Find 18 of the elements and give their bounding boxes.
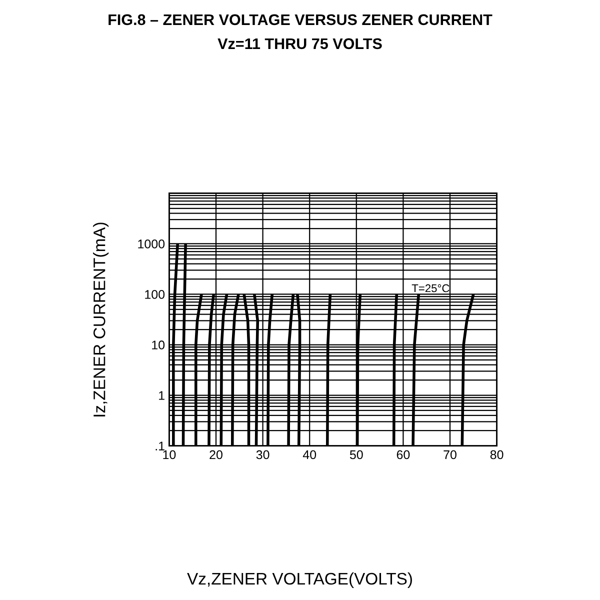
x-tick-label: 70	[444, 450, 456, 460]
y-tick-label: 1	[159, 391, 164, 400]
x-tick-label: 10	[163, 450, 176, 460]
x-tick-label: 20	[210, 450, 222, 460]
chart-subtitle: Vz=11 THRU 75 VOLTS	[218, 38, 382, 50]
y-tick-label: 10	[152, 340, 165, 350]
x-tick-label: 50	[350, 450, 363, 460]
y-tick-label: 100	[145, 290, 165, 299]
y-tick-label: .1	[156, 442, 164, 450]
y-tick-label: 1000	[138, 240, 165, 248]
x-tick-label: 30	[256, 450, 270, 460]
x-tick-label: 60	[396, 450, 410, 460]
annotation: T=25°C	[412, 284, 450, 292]
y-axis-title: Iz,ZENER CURRENT(mA)	[93, 222, 109, 416]
x-tick-label: 40	[302, 450, 316, 460]
text: Vz,ZENER VOLTAGE(VOLTS)	[187, 572, 412, 588]
x-tick-label: 80	[490, 450, 504, 460]
chart-title: FIG.8 – ZENER VOLTAGE VERSUS ZENER CURRENT	[108, 14, 492, 26]
